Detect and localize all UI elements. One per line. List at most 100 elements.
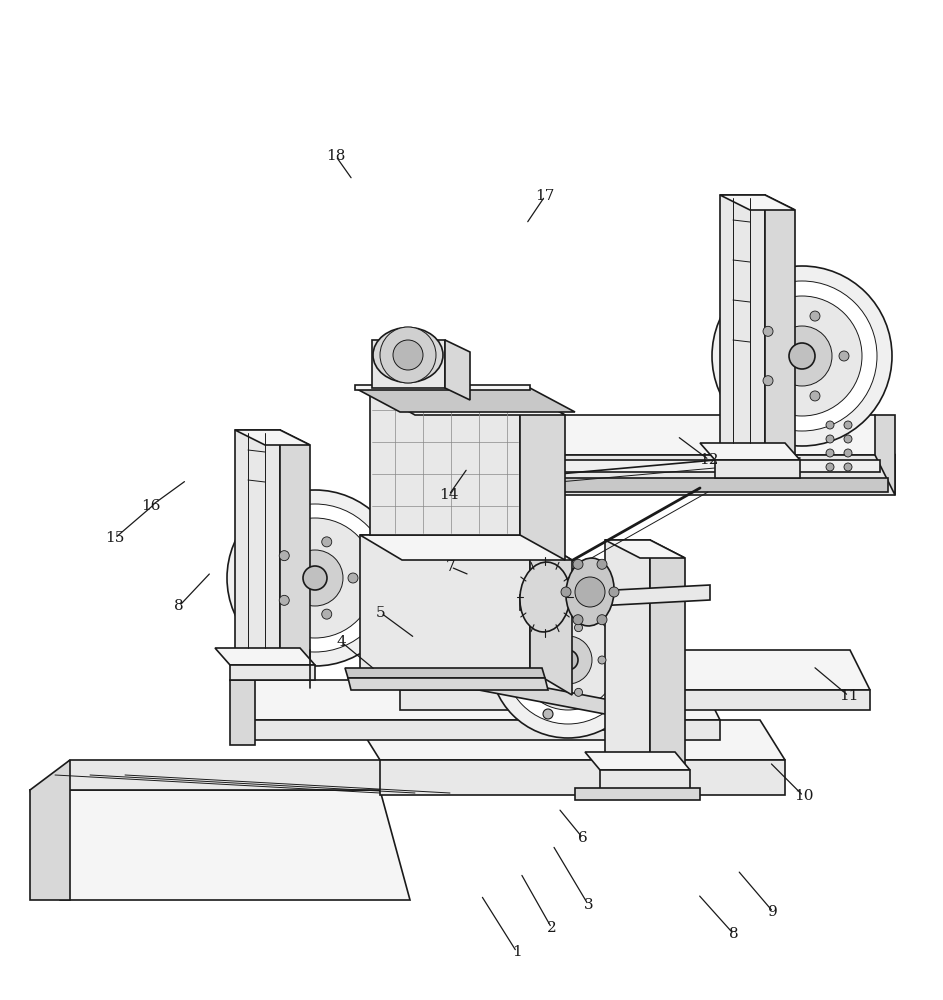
Circle shape xyxy=(844,421,852,429)
Text: 16: 16 xyxy=(141,499,160,513)
Text: 9: 9 xyxy=(769,905,778,919)
Polygon shape xyxy=(530,708,565,718)
Polygon shape xyxy=(560,718,650,730)
Polygon shape xyxy=(380,415,895,455)
Text: 17: 17 xyxy=(536,189,554,203)
Polygon shape xyxy=(605,540,650,755)
Circle shape xyxy=(844,449,852,457)
Circle shape xyxy=(227,490,403,666)
Circle shape xyxy=(537,636,544,644)
Polygon shape xyxy=(370,390,520,535)
Ellipse shape xyxy=(520,562,571,632)
Circle shape xyxy=(543,709,553,719)
Circle shape xyxy=(772,326,832,386)
Polygon shape xyxy=(230,680,255,745)
Polygon shape xyxy=(30,760,70,900)
Text: 5: 5 xyxy=(376,606,386,620)
Polygon shape xyxy=(230,680,720,720)
Polygon shape xyxy=(575,788,700,800)
Polygon shape xyxy=(700,443,800,460)
Circle shape xyxy=(287,550,343,606)
Circle shape xyxy=(574,688,583,696)
Polygon shape xyxy=(355,720,785,760)
Circle shape xyxy=(844,435,852,443)
Polygon shape xyxy=(520,585,710,610)
Circle shape xyxy=(255,518,375,638)
Polygon shape xyxy=(600,770,690,790)
Polygon shape xyxy=(400,690,870,710)
Polygon shape xyxy=(520,390,565,560)
Text: 15: 15 xyxy=(106,531,124,545)
Text: 12: 12 xyxy=(700,453,719,467)
Polygon shape xyxy=(355,388,575,412)
Polygon shape xyxy=(360,535,572,560)
Polygon shape xyxy=(370,390,565,415)
Text: 2: 2 xyxy=(547,921,556,935)
Polygon shape xyxy=(250,720,720,740)
Circle shape xyxy=(573,615,583,625)
Polygon shape xyxy=(378,495,405,500)
Text: 11: 11 xyxy=(839,689,858,703)
Circle shape xyxy=(561,587,571,597)
Circle shape xyxy=(279,595,290,605)
Circle shape xyxy=(712,266,892,446)
Polygon shape xyxy=(410,460,880,472)
Polygon shape xyxy=(560,700,660,720)
Polygon shape xyxy=(372,340,445,388)
Polygon shape xyxy=(348,678,548,690)
Polygon shape xyxy=(720,195,765,445)
Polygon shape xyxy=(875,415,895,495)
Polygon shape xyxy=(585,752,690,770)
Text: 7: 7 xyxy=(446,560,455,574)
Text: 8: 8 xyxy=(729,927,738,941)
Polygon shape xyxy=(355,385,530,390)
Circle shape xyxy=(826,463,834,471)
Polygon shape xyxy=(380,760,785,795)
Ellipse shape xyxy=(566,558,614,626)
Circle shape xyxy=(810,311,820,321)
Circle shape xyxy=(393,340,423,370)
Polygon shape xyxy=(230,665,315,680)
Circle shape xyxy=(826,449,834,457)
Circle shape xyxy=(727,281,877,431)
Polygon shape xyxy=(650,540,685,772)
Circle shape xyxy=(322,609,332,619)
Circle shape xyxy=(490,582,646,738)
Text: 18: 18 xyxy=(326,149,345,163)
Polygon shape xyxy=(715,460,800,478)
Circle shape xyxy=(826,421,834,429)
Circle shape xyxy=(597,615,607,625)
Polygon shape xyxy=(30,790,410,900)
Polygon shape xyxy=(605,540,685,558)
Circle shape xyxy=(597,559,607,569)
Circle shape xyxy=(322,537,332,547)
Text: 3: 3 xyxy=(584,898,593,912)
Ellipse shape xyxy=(373,328,443,382)
Polygon shape xyxy=(40,760,415,790)
Text: 10: 10 xyxy=(794,789,813,803)
Circle shape xyxy=(573,559,583,569)
Polygon shape xyxy=(235,430,310,445)
Circle shape xyxy=(598,656,606,664)
Polygon shape xyxy=(345,668,545,678)
Polygon shape xyxy=(405,478,888,492)
Text: 1: 1 xyxy=(512,945,521,959)
Text: 6: 6 xyxy=(578,831,587,845)
Polygon shape xyxy=(765,195,795,460)
Polygon shape xyxy=(530,535,572,695)
Circle shape xyxy=(558,650,578,670)
Polygon shape xyxy=(720,195,795,210)
Polygon shape xyxy=(235,430,280,650)
Polygon shape xyxy=(378,413,400,495)
Circle shape xyxy=(826,435,834,443)
Circle shape xyxy=(839,351,849,361)
Circle shape xyxy=(380,327,436,383)
Polygon shape xyxy=(215,648,315,665)
Polygon shape xyxy=(280,430,310,665)
Polygon shape xyxy=(380,650,870,690)
Circle shape xyxy=(574,624,583,632)
Circle shape xyxy=(844,463,852,471)
Polygon shape xyxy=(400,660,610,715)
Circle shape xyxy=(241,504,389,652)
Circle shape xyxy=(518,610,618,710)
